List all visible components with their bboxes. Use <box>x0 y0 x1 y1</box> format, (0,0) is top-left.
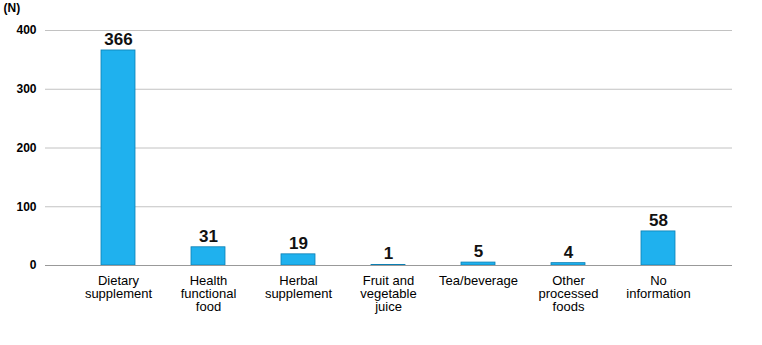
svg-text:4: 4 <box>564 243 574 262</box>
svg-text:58: 58 <box>649 211 668 230</box>
svg-text:Noinformation: Noinformation <box>626 273 690 301</box>
svg-text:Tea/beverage: Tea/beverage <box>439 273 518 288</box>
svg-text:Dietarysupplement: Dietarysupplement <box>85 273 153 301</box>
svg-text:366: 366 <box>104 30 132 49</box>
svg-text:5: 5 <box>474 242 483 261</box>
svg-text:0: 0 <box>30 258 37 272</box>
svg-text:Fruit andvegetablejuice: Fruit andvegetablejuice <box>360 273 416 314</box>
svg-text:19: 19 <box>289 234 308 253</box>
svg-text:Herbalsupplement: Herbalsupplement <box>265 273 333 301</box>
svg-text:Healthfunctionalfood: Healthfunctionalfood <box>181 273 237 314</box>
svg-text:(N): (N) <box>4 1 21 15</box>
svg-text:200: 200 <box>16 141 36 155</box>
svg-text:Otherprocessedfoods: Otherprocessedfoods <box>539 273 599 314</box>
svg-text:400: 400 <box>16 23 36 37</box>
svg-text:31: 31 <box>199 227 218 246</box>
svg-text:1: 1 <box>384 244 393 263</box>
svg-text:300: 300 <box>16 82 36 96</box>
svg-text:100: 100 <box>16 200 36 214</box>
